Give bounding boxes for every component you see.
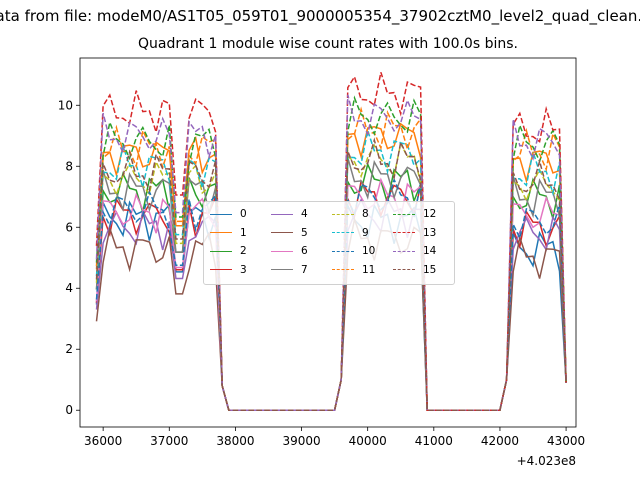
- legend-swatch-2: [210, 250, 232, 252]
- x-axis-offset-label: +4.023e8: [517, 454, 576, 468]
- legend-label-12: 12: [423, 208, 437, 220]
- y-tick-label-2: 2: [65, 342, 73, 356]
- legend-item-3: 3: [210, 263, 247, 277]
- legend-item-8: 8: [332, 207, 369, 221]
- legend-label-9: 9: [362, 226, 369, 239]
- legend-swatch-5: [271, 232, 293, 233]
- legend-swatch-1: [210, 232, 232, 233]
- chart-title: Quadrant 1 module wise count rates with …: [138, 36, 518, 52]
- legend-item-11: 11: [332, 263, 375, 277]
- legend-label-5: 5: [301, 226, 308, 239]
- plot-frame: [79, 57, 577, 428]
- legend-item-14: 14: [393, 244, 436, 258]
- y-tick-label-10: 10: [58, 98, 73, 112]
- legend-item-1: 1: [210, 226, 247, 240]
- x-tick-label-40000: 40000: [349, 434, 387, 448]
- series-line-15: [95, 137, 567, 411]
- legend-label-14: 14: [423, 245, 437, 257]
- y-tick-label-4: 4: [65, 281, 73, 295]
- x-tick-label-42000: 42000: [481, 434, 519, 448]
- x-tick-label-41000: 41000: [415, 434, 453, 448]
- legend-item-12: 12: [393, 207, 436, 221]
- legend-label-1: 1: [240, 226, 247, 239]
- legend-label-7: 7: [301, 263, 308, 276]
- legend-item-5: 5: [271, 226, 308, 240]
- legend-swatch-8: [332, 213, 354, 215]
- x-tick-label-37000: 37000: [150, 434, 188, 448]
- legend-swatch-12: [393, 213, 415, 215]
- y-tick-label-0: 0: [65, 403, 73, 417]
- legend-item-2: 2: [210, 244, 247, 258]
- legend-swatch-13: [393, 232, 415, 233]
- legend-item-15: 15: [393, 263, 436, 277]
- legend-item-4: 4: [271, 207, 308, 221]
- legend-swatch-3: [210, 269, 232, 270]
- legend-label-4: 4: [301, 208, 308, 220]
- legend-label-0: 0: [240, 208, 247, 220]
- legend-label-2: 2: [240, 245, 247, 257]
- legend-swatch-10: [332, 250, 354, 252]
- figure-suptitle: Data from file: modeM0/AS1T05_059T01_900…: [0, 7, 640, 25]
- series-line-13: [95, 72, 567, 411]
- legend-label-11: 11: [362, 263, 376, 276]
- legend-item-13: 13: [393, 226, 436, 240]
- legend-swatch-4: [271, 213, 293, 215]
- legend-item-9: 9: [332, 226, 369, 240]
- legend-swatch-15: [393, 269, 415, 270]
- legend-item-7: 7: [271, 263, 308, 277]
- legend-item-6: 6: [271, 244, 308, 258]
- y-tick-label-6: 6: [65, 220, 73, 234]
- y-tick-label-8: 8: [65, 159, 73, 173]
- legend-item-0: 0: [210, 207, 247, 221]
- chart-legend: 0 1 2 3 4 5 6 7 8 9 10 11 12 13 14 15: [203, 201, 455, 285]
- legend-label-6: 6: [301, 245, 308, 257]
- legend-label-10: 10: [362, 245, 376, 257]
- series-layer: [95, 72, 567, 411]
- legend-swatch-6: [271, 250, 293, 252]
- legend-swatch-9: [332, 232, 354, 233]
- legend-swatch-7: [271, 269, 293, 270]
- legend-swatch-14: [393, 250, 415, 252]
- legend-label-3: 3: [240, 263, 247, 276]
- legend-swatch-0: [210, 213, 232, 215]
- legend-item-10: 10: [332, 244, 375, 258]
- x-tick-label-36000: 36000: [84, 434, 122, 448]
- axes-layer: 36000 37000 38000 39000 40000 41000 42000 43000…: [58, 98, 585, 448]
- legend-swatch-11: [332, 269, 354, 270]
- x-tick-label-38000: 38000: [216, 434, 254, 448]
- legend-label-15: 15: [423, 263, 437, 276]
- legend-label-13: 13: [423, 226, 437, 239]
- x-tick-label-39000: 39000: [282, 434, 320, 448]
- x-tick-label-43000: 43000: [547, 434, 585, 448]
- legend-label-8: 8: [362, 208, 369, 220]
